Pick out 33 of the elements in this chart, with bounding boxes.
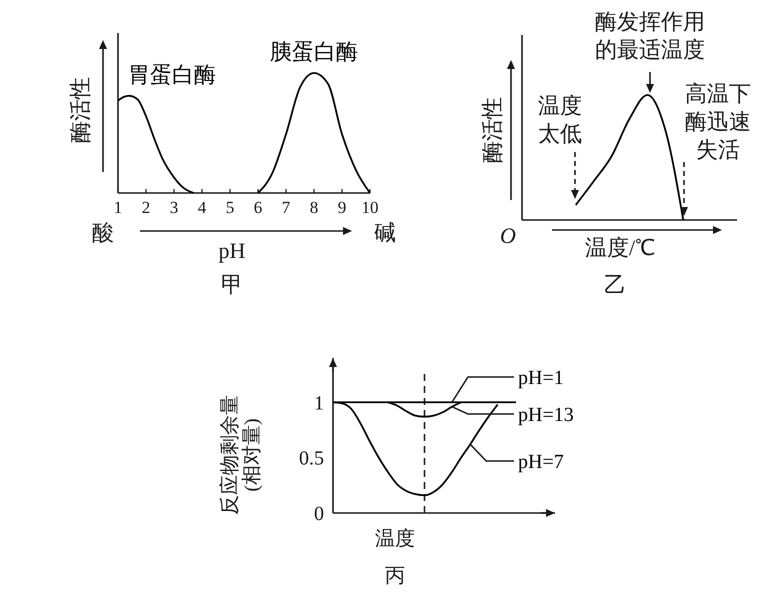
x-tick-label: 6 <box>254 198 262 217</box>
y-tick-label: 0 <box>314 503 324 525</box>
y-axis-title: 反应物剩余量(相对量) <box>219 395 263 515</box>
text: 甲 <box>221 272 243 297</box>
text: 酸 <box>92 220 114 245</box>
y-tick-label: 1 <box>314 392 324 414</box>
text: 乙 <box>604 272 626 297</box>
x-tick-label: 3 <box>170 198 178 217</box>
x-axis-title: 温度/℃ <box>584 235 656 260</box>
text: O <box>500 223 516 248</box>
annotation: 温度太低 <box>538 93 582 146</box>
x-tick-label: 10 <box>362 198 378 217</box>
text: pH=7 <box>518 451 564 473</box>
x-tick-label: 2 <box>142 198 150 217</box>
text: 丙 <box>385 565 405 587</box>
x-tick-label: 5 <box>226 198 234 217</box>
y-tick-label: 0.5 <box>299 448 324 470</box>
text: 酶发挥作用的最适温度 <box>595 9 705 62</box>
x-axis-title: pH <box>218 238 246 263</box>
x-tick-label: 4 <box>198 198 207 217</box>
series-label: 胰蛋白酶 <box>270 39 358 64</box>
series-label: 胃蛋白酶 <box>128 62 216 87</box>
y-axis-title: 酶活性 <box>68 77 93 143</box>
x-tick-label: 9 <box>338 198 346 217</box>
y-axis-title: 酶活性 <box>480 97 505 163</box>
x-tick-label: 1 <box>114 198 122 217</box>
text: pH=13 <box>518 404 574 426</box>
series-label: pH=1 <box>518 367 564 389</box>
x-tick-label: 7 <box>282 198 291 217</box>
text: 碱 <box>374 220 396 245</box>
x-tick-label: 8 <box>310 198 318 217</box>
x-axis-title: 温度 <box>375 528 415 550</box>
annotation: 高温下酶迅速失活 <box>685 81 751 162</box>
